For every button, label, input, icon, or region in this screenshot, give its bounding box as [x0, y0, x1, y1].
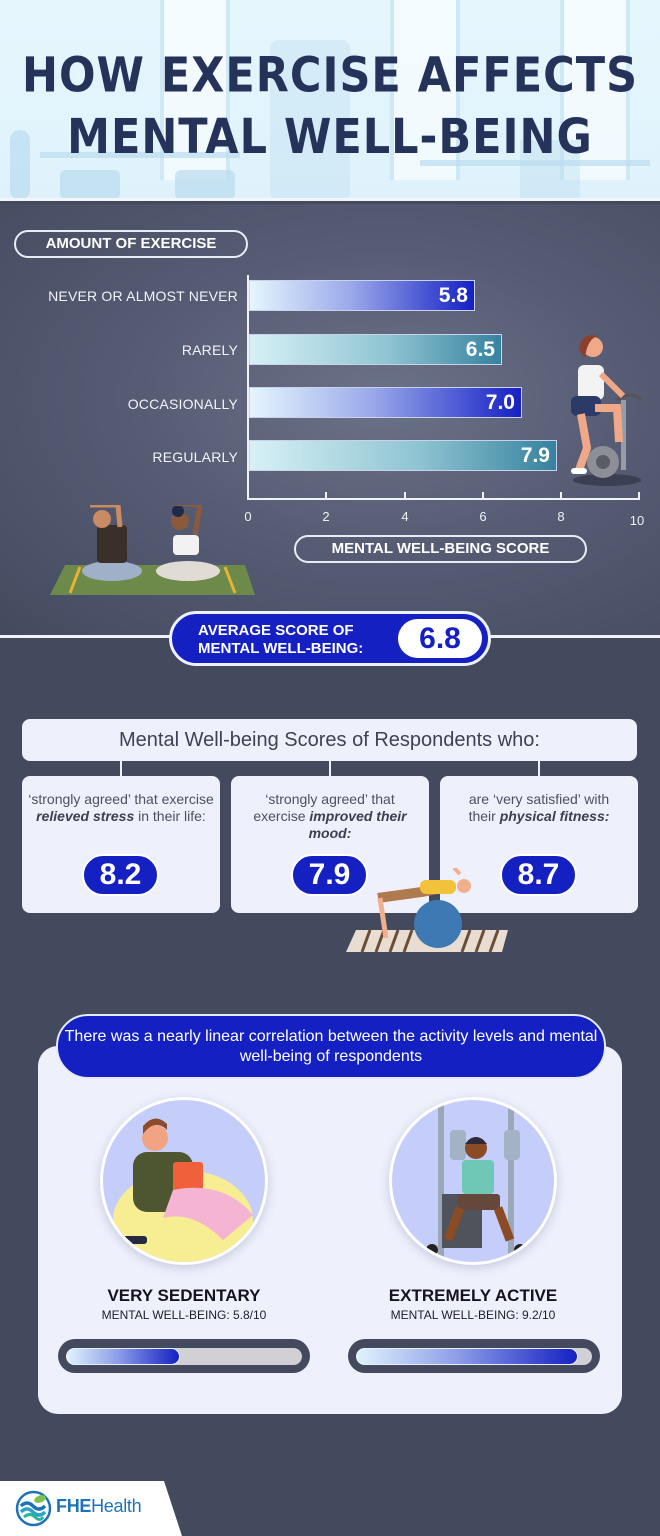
progress-fill [66, 1348, 180, 1365]
fhe-logo-text: FHEHealth [56, 1496, 142, 1517]
window-decoration [160, 0, 230, 180]
x-tick [404, 492, 406, 498]
title-line-1: HOW EXERCISE AFFECTS [21, 47, 639, 104]
cyclist-illustration [565, 330, 645, 490]
gym-equipment-decoration [270, 40, 350, 198]
connector-line [538, 761, 540, 776]
gym-equipment-decoration [175, 170, 235, 198]
connector-line [120, 761, 122, 776]
progress-bar-active [348, 1339, 600, 1373]
group-score-sedentary: MENTAL WELL-BEING: 5.8/10 [101, 1308, 267, 1322]
score-badge: 8.2 [82, 854, 159, 896]
average-score-value: 6.8 [398, 619, 482, 658]
logo-regular: Health [91, 1496, 142, 1516]
respondent-card-stress: ‘strongly agreed’ that exercise relieved… [22, 776, 220, 913]
y-axis-title: AMOUNT OF EXERCISE [14, 230, 248, 258]
connector-line [329, 761, 331, 776]
correlation-headline: There was a nearly linear correlation be… [56, 1014, 606, 1079]
progress-track [66, 1348, 302, 1365]
respondents-heading: Mental Well-being Scores of Respondents … [22, 719, 637, 761]
sedentary-illustration [100, 1097, 268, 1265]
window-decoration [560, 0, 630, 180]
x-tick [482, 492, 484, 498]
card-text: are ‘very satisfied’ with their [468, 791, 610, 824]
average-score-badge: AVERAGE SCORE OF MENTAL WELL-BEING: 6.8 [169, 611, 491, 666]
respondent-card-mood: ‘strongly agreed’ that exercise improved… [231, 776, 429, 913]
progress-track [356, 1348, 592, 1365]
fhe-logo-icon [15, 1490, 52, 1527]
group-score-active: MENTAL WELL-BEING: 9.2/10 [390, 1308, 556, 1322]
card-emphasis: physical fitness: [499, 808, 610, 824]
card-text: ‘strongly agreed’ that exercise [253, 791, 395, 824]
x-tick-label: 0 [244, 509, 252, 524]
x-tick-label: 8 [557, 509, 565, 524]
gym-equipment-decoration [40, 152, 240, 158]
x-tick-label: 2 [322, 509, 330, 524]
score-badge: 7.9 [291, 854, 368, 896]
card-emphasis: relieved stress [36, 808, 135, 824]
gym-equipment-decoration [60, 170, 120, 198]
score-badge: 8.7 [500, 854, 577, 896]
x-axis-title: MENTAL WELL-BEING SCORE [294, 535, 587, 563]
bar-never: 5.8 [249, 280, 475, 311]
exercise-ball-illustration [342, 866, 512, 956]
bar-regularly: 7.9 [249, 440, 557, 471]
average-score-label: AVERAGE SCORE OF MENTAL WELL-BEING: [198, 622, 363, 658]
x-tick-label: 10 [629, 513, 645, 528]
bar-rarely: 6.5 [249, 334, 502, 365]
window-decoration [390, 0, 460, 180]
active-illustration [389, 1097, 557, 1265]
treadmill-decoration [420, 160, 650, 166]
footer-logo-area: FHEHealth [0, 1481, 182, 1536]
yoga-couple-illustration [40, 500, 265, 600]
x-tick-label: 6 [479, 509, 487, 524]
category-label: NEVER OR ALMOST NEVER [48, 288, 238, 304]
header-banner: HOW EXERCISE AFFECTS MENTAL WELL-BEING [0, 0, 660, 201]
treadmill-decoration [520, 140, 580, 198]
respondent-card-fitness: are ‘very satisfied’ with their physical… [440, 776, 638, 913]
x-tick-label: 4 [401, 509, 409, 524]
category-label: OCCASIONALLY [127, 396, 238, 412]
group-title-sedentary: VERY SEDENTARY [107, 1286, 261, 1305]
logo-bold: FHE [56, 1496, 92, 1516]
page-title: HOW EXERCISE AFFECTS MENTAL WELL-BEING [0, 45, 660, 168]
average-label-line-2: MENTAL WELL-BEING: [198, 640, 364, 657]
y-axis-line [247, 275, 249, 500]
x-tick [560, 492, 562, 498]
x-tick [638, 492, 640, 498]
progress-fill [356, 1348, 578, 1365]
progress-bar-sedentary [58, 1339, 310, 1373]
category-label: RARELY [181, 342, 238, 358]
x-axis-line [247, 498, 640, 500]
gym-equipment-decoration [10, 130, 30, 198]
group-title-active: EXTREMELY ACTIVE [388, 1286, 558, 1305]
average-label-line-1: AVERAGE SCORE OF [198, 622, 354, 639]
title-line-2: MENTAL WELL-BEING [67, 109, 593, 166]
x-tick [325, 492, 327, 498]
card-emphasis: improved their mood: [308, 808, 407, 841]
bar-occasionally: 7.0 [249, 387, 522, 418]
card-text: ‘strongly agreed’ that exercise [28, 791, 214, 807]
category-label: REGULARLY [152, 449, 238, 465]
card-text: in their life: [134, 808, 206, 824]
